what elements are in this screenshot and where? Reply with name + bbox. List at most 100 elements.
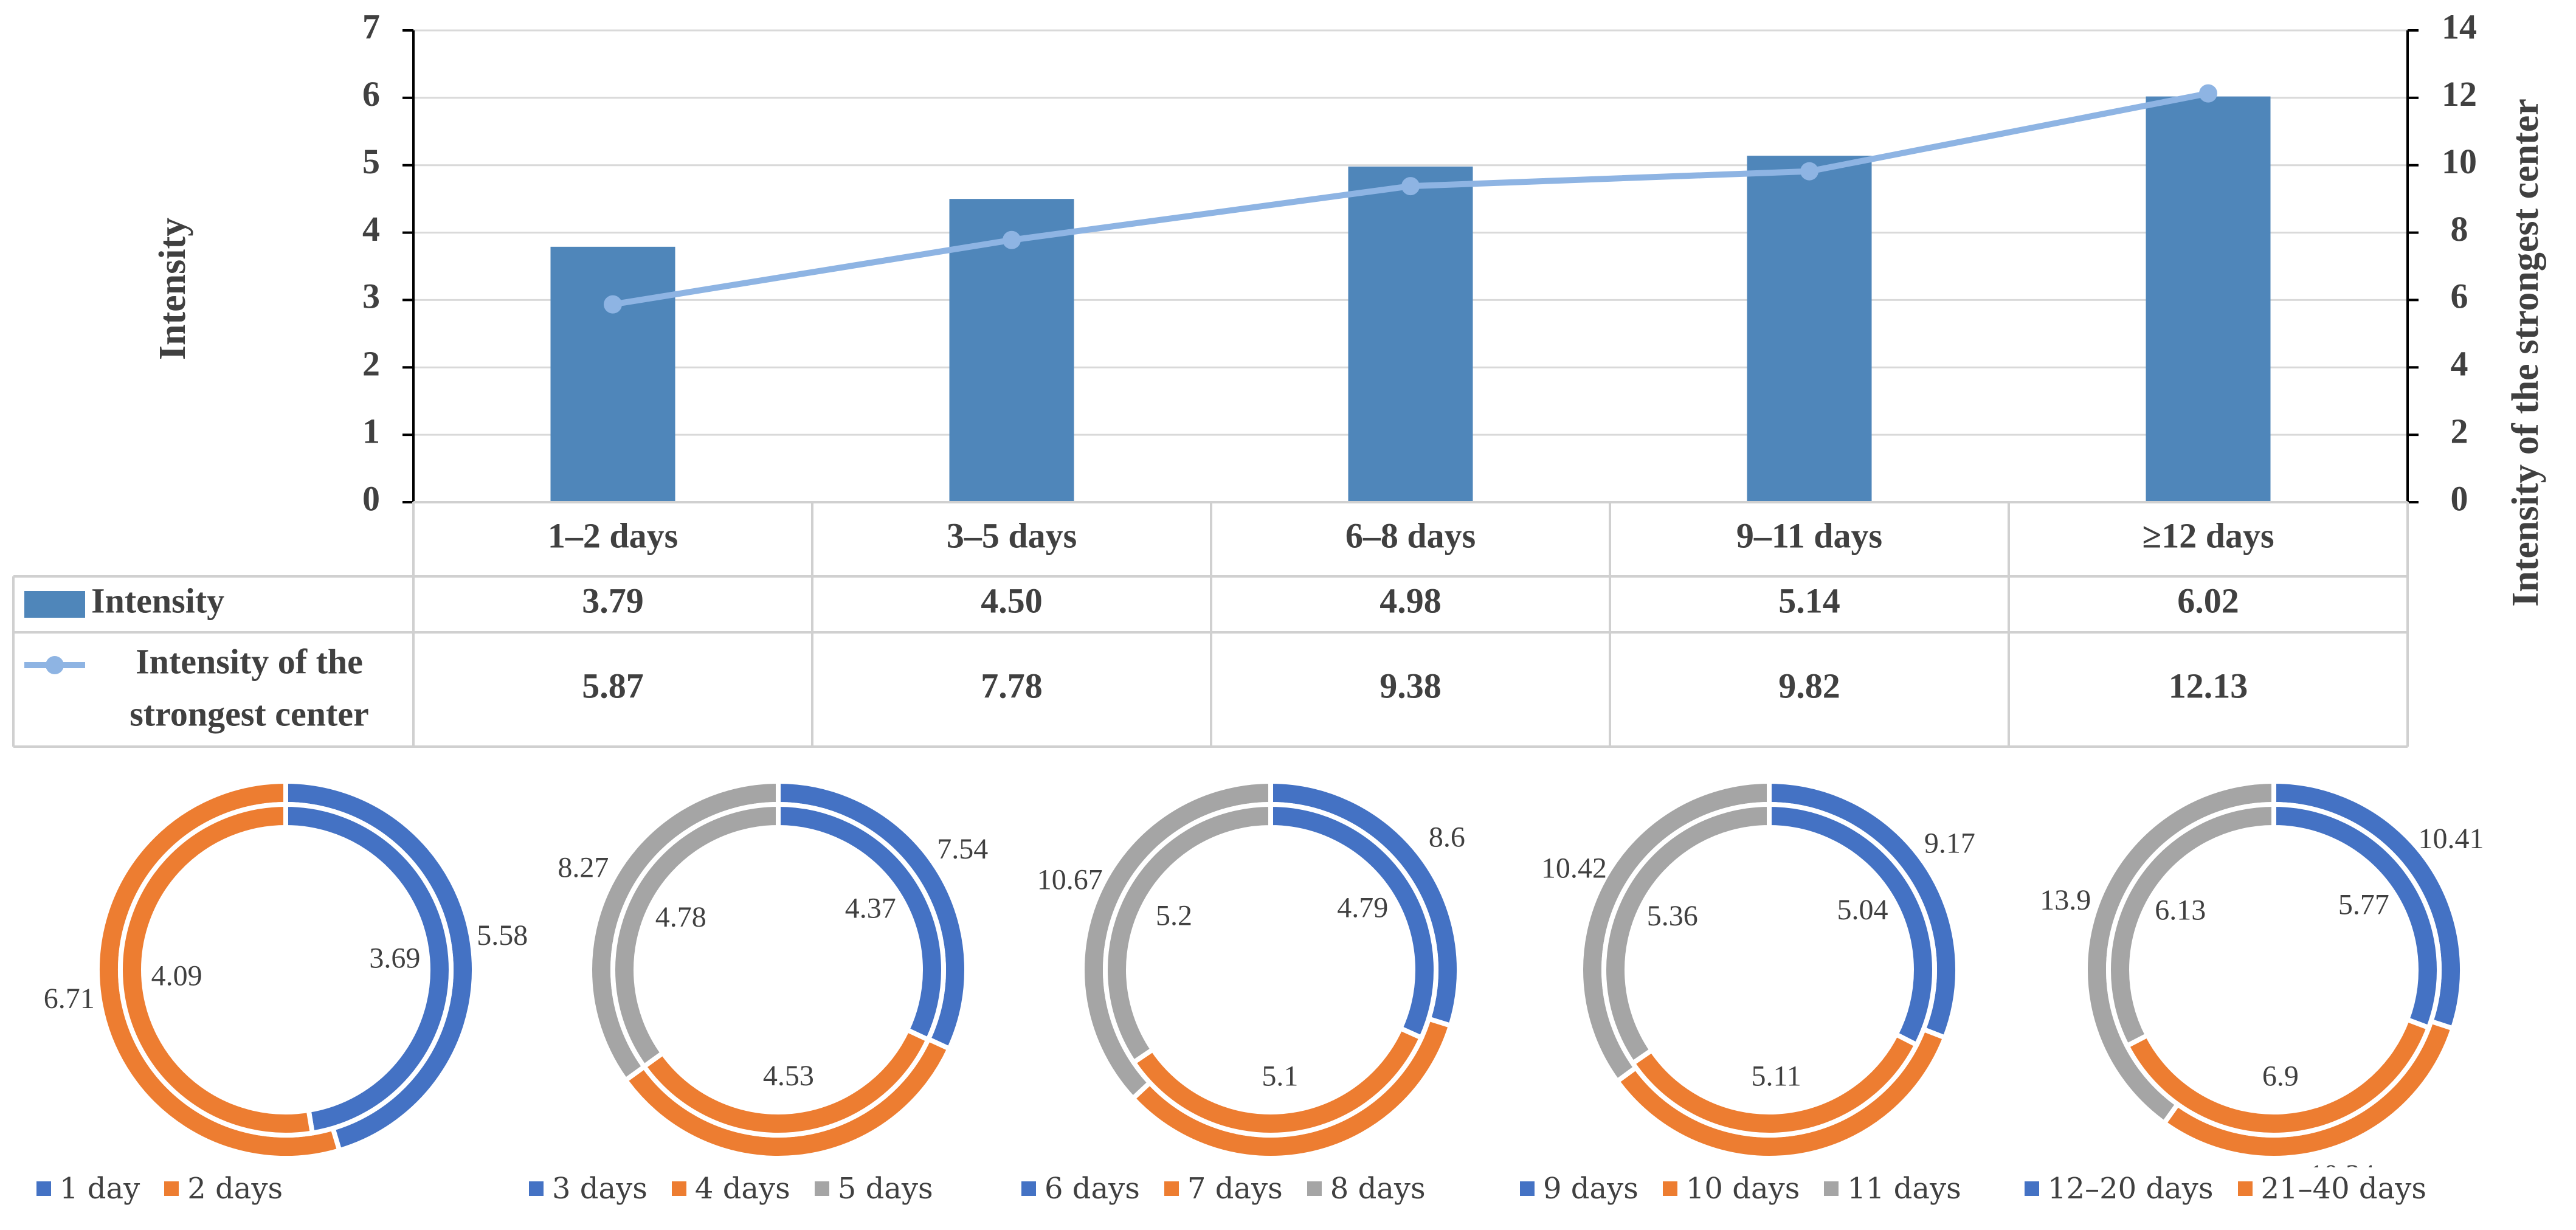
legend-item: 7 days [1164,1172,1283,1206]
legend-label: 8 days [1330,1172,1426,1206]
outer-slice-label: 10.67 [1037,864,1103,896]
y2-tick-label: 14 [2442,7,2477,46]
inner-ring-slice [2106,801,2276,1049]
legend-swatch [1021,1181,1036,1196]
data-label-intensity: 5.14 [1778,581,1840,620]
legend-label: 11 days [1847,1172,1961,1206]
y2-tick-label: 12 [2442,74,2477,114]
data-label-strongest: 5.87 [582,666,644,705]
inner-slice-label: 5.04 [1837,894,1888,926]
donut-legend: 9 days 10 days 11 days [1520,1167,2018,1210]
legend-label: 7 days [1187,1172,1283,1206]
data-label-intensity: 4.50 [981,581,1043,620]
legend-label-intensity: Intensity [91,581,224,620]
y-tick-label: 0 [362,479,380,518]
legend-swatch [1307,1181,1322,1196]
outer-slice-label: 6.71 [44,983,95,1015]
y-tick-label: 3 [362,277,380,316]
y-tick-label: 6 [362,74,380,114]
outer-slice-label: 7.54 [937,833,988,865]
legend-swatch [1164,1181,1179,1196]
legend-item: 4 days [671,1172,790,1206]
inner-slice-label: 3.69 [369,942,420,974]
donut-legend: 6 days 7 days 8 days [1021,1167,1520,1210]
y-tick-label: 5 [362,142,380,181]
legend-label-strongest: Intensity of the [136,641,363,681]
bar [1747,156,1872,502]
legend-item: 5 days [814,1172,933,1206]
y2-axis-title: Intensity of the strongest center [2505,98,2546,607]
donut-chart-1: 5.58 6.71 3.69 4.09 1 day 2 days [36,772,535,1230]
legend-item: 6 days [1021,1172,1140,1206]
legend-item: 11 days [1824,1172,1961,1206]
y-tick-label: 1 [362,411,380,451]
x-tick-label: 3–5 days [947,516,1077,555]
bar [1348,166,1473,503]
legend-label-strongest: strongest center [129,694,369,733]
donut-chart-5: 10.41 10.34 13.9 5.77 6.9 6.13 12–20 days 21–4… [2025,772,2523,1230]
outer-slice-label: 10.34 [2309,1159,2375,1167]
legend-key-line-point [46,656,64,674]
outer-slice-label: 9.17 [1924,827,1975,859]
legend-item: 12–20 days [2025,1172,2214,1206]
inner-ring-slice [1103,801,1273,1066]
y2-tick-label: 6 [2451,277,2468,316]
line-point [1401,177,1420,196]
line-point [604,295,622,314]
x-tick-label: 1–2 days [548,516,678,555]
legend-label: 21–40 days [2260,1172,2427,1206]
legend-swatch [1662,1181,1677,1196]
inner-slice-label: 6.13 [2155,894,2206,926]
legend-label: 4 days [694,1172,790,1206]
line-point [2199,84,2217,103]
legend-swatch [671,1181,686,1196]
donut-legend: 12–20 days 21–40 days [2025,1167,2523,1210]
legend-label: 6 days [1045,1172,1140,1206]
inner-ring-slice [610,801,781,1070]
inner-slice-label: 4.09 [151,960,202,992]
legend-label: 10 days [1685,1172,1800,1206]
outer-slice-label: 8.6 [1429,821,1465,853]
data-label-intensity: 6.02 [2177,581,2239,620]
outer-slice-label: 10.41 [2419,823,2484,855]
inner-slice-label: 4.78 [655,901,706,933]
x-tick-label: 6–8 days [1345,516,1476,555]
inner-slice-label: 4.79 [1337,891,1388,924]
y2-tick-label: 2 [2451,411,2468,451]
y-axis-title: Intensity [152,218,193,360]
data-label-intensity: 4.98 [1380,581,1442,620]
legend-item: 3 days [529,1172,647,1206]
outer-slice-label: 5.58 [477,919,528,952]
outer-slice-label: 8.27 [558,851,609,883]
legend-item: 1 day [36,1172,140,1206]
data-label-intensity: 3.79 [582,581,644,620]
inner-slice-label: 6.9 [2262,1060,2299,1093]
legend-swatch [164,1181,179,1196]
legend-label: 5 days [837,1172,933,1206]
inner-ring-slice [118,801,316,1138]
legend-swatch [2025,1181,2039,1196]
legend-key-bar [24,591,85,618]
inner-slice-label: 5.36 [1647,900,1698,932]
line-point [1800,162,1818,181]
inner-slice-label: 5.11 [1752,1060,1801,1093]
legend-label: 1 day [60,1172,140,1206]
donut-legend: 3 days 4 days 5 days [529,1167,1027,1210]
bar [550,246,675,502]
legend-item: 9 days [1520,1172,1638,1206]
line-point [1003,230,1021,249]
legend-swatch [2237,1181,2253,1196]
legend-item: 2 days [164,1172,283,1206]
bar [2146,96,2271,502]
y-tick-label: 4 [362,209,380,249]
legend-item: 8 days [1307,1172,1426,1206]
donut-legend: 1 day 2 days [36,1167,535,1210]
legend-item: 21–40 days [2237,1172,2427,1206]
data-label-strongest: 9.82 [1778,666,1840,705]
legend-swatch [814,1181,829,1196]
outer-slice-label: 13.9 [2040,884,2091,916]
legend-swatch [36,1181,51,1196]
